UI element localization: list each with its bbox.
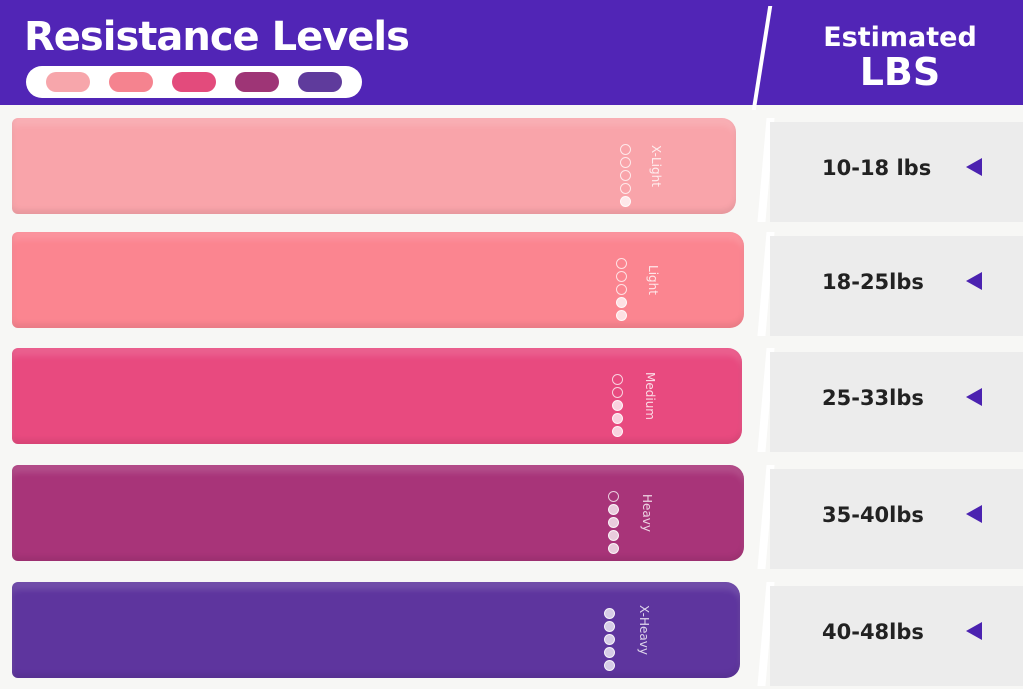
band-row: Medium 25-33lbs — [0, 348, 1023, 452]
lbs-range: 18-25lbs — [822, 270, 924, 294]
level-dot — [608, 491, 619, 502]
lbs-label: LBS — [859, 50, 941, 94]
band-label: Light — [646, 265, 660, 295]
color-swatch — [235, 72, 280, 92]
level-dots — [604, 608, 615, 671]
band-label: X-Heavy — [637, 605, 651, 655]
level-dots — [608, 491, 619, 554]
level-dot — [604, 634, 615, 645]
level-dot — [620, 196, 631, 207]
arrow-left-icon — [966, 272, 982, 290]
band-label: X-Light — [649, 145, 663, 187]
level-dots — [612, 374, 623, 437]
level-dot — [604, 647, 615, 658]
level-dot — [604, 608, 615, 619]
level-dots — [616, 258, 627, 321]
band-row: Heavy 35-40lbs — [0, 465, 1023, 569]
color-swatch — [171, 72, 216, 92]
level-dot — [612, 387, 623, 398]
estimated-label: Estimated — [823, 22, 977, 53]
level-dot — [612, 374, 623, 385]
level-dot — [608, 504, 619, 515]
level-dot — [620, 157, 631, 168]
arrow-left-icon — [966, 158, 982, 176]
level-dot — [608, 517, 619, 528]
resistance-band — [12, 465, 744, 561]
color-swatches — [26, 66, 362, 98]
divider — [751, 6, 773, 110]
level-dot — [616, 271, 627, 282]
header-banner: Resistance Levels Estimated LBS — [0, 0, 1023, 110]
resistance-band — [12, 582, 740, 678]
level-dot — [620, 170, 631, 181]
resistance-band — [12, 232, 744, 328]
level-dot — [620, 183, 631, 194]
band-row: X-Light 10-18 lbs — [0, 118, 1023, 222]
level-dot — [612, 400, 623, 411]
color-swatch — [45, 72, 90, 92]
lbs-range: 10-18 lbs — [822, 156, 932, 180]
arrow-left-icon — [966, 388, 982, 406]
arrow-left-icon — [966, 505, 982, 523]
level-dot — [604, 621, 615, 632]
level-dot — [616, 258, 627, 269]
level-dot — [608, 543, 619, 554]
resistance-band — [12, 118, 736, 214]
band-label: Heavy — [640, 494, 654, 532]
estimated-lbs-heading: Estimated LBS — [790, 24, 1010, 91]
level-dot — [616, 310, 627, 321]
band-row: Light 18-25lbs — [0, 232, 1023, 336]
resistance-band — [12, 348, 742, 444]
band-row: X-Heavy 40-48lbs — [0, 582, 1023, 686]
level-dot — [612, 413, 623, 424]
lbs-range: 40-48lbs — [822, 620, 924, 644]
band-label: Medium — [643, 372, 657, 420]
level-dot — [608, 530, 619, 541]
color-swatch — [108, 72, 153, 92]
color-swatch — [298, 72, 343, 92]
level-dot — [604, 660, 615, 671]
lbs-range: 25-33lbs — [822, 386, 924, 410]
level-dot — [616, 297, 627, 308]
lbs-range: 35-40lbs — [822, 503, 924, 527]
title: Resistance Levels — [24, 14, 410, 60]
arrow-left-icon — [966, 622, 982, 640]
level-dot — [616, 284, 627, 295]
level-dot — [620, 144, 631, 155]
level-dot — [612, 426, 623, 437]
level-dots — [620, 144, 631, 207]
